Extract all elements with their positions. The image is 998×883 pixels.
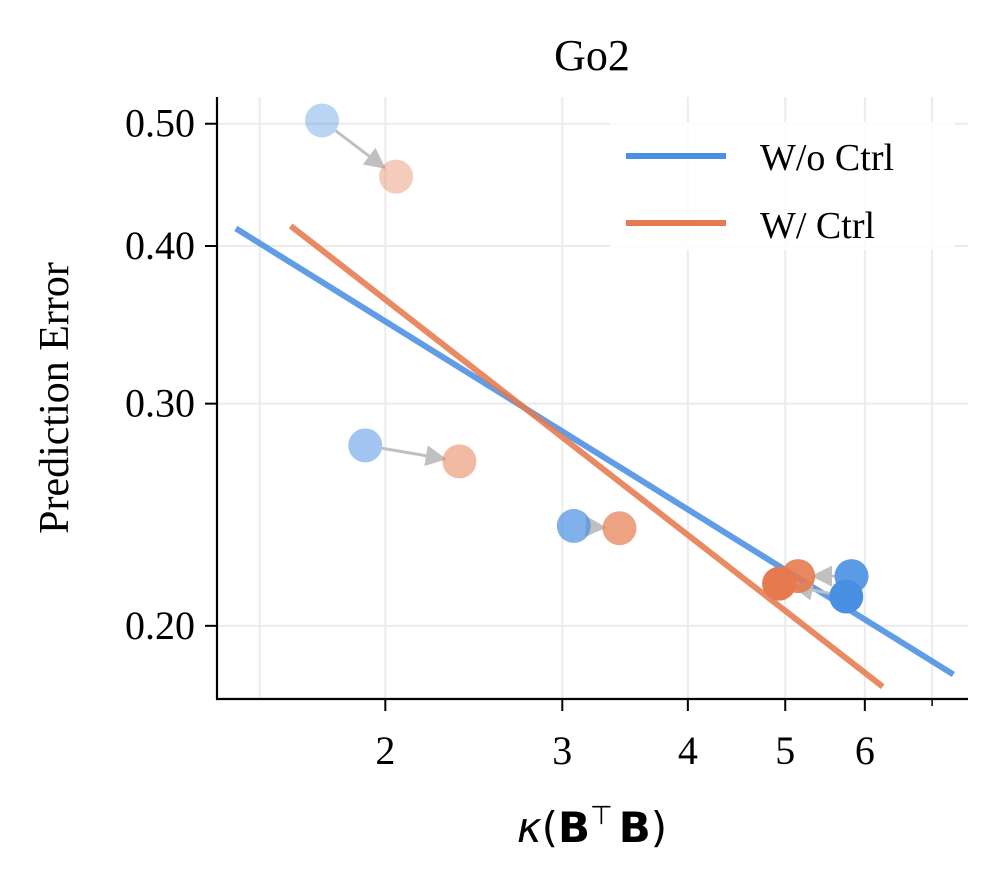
chart-title: Go2 bbox=[554, 31, 630, 80]
fit-line-w-ctrl bbox=[288, 223, 885, 689]
x-tick-label: 4 bbox=[678, 728, 698, 773]
x-label-transpose: ⊤ bbox=[590, 801, 613, 831]
axes bbox=[215, 97, 968, 701]
arrow bbox=[585, 516, 607, 538]
ticks: 2 3 4 5 6 0.20 0.30 0.40 0.50 bbox=[125, 101, 933, 773]
x-tick-label: 3 bbox=[552, 728, 572, 773]
arrow bbox=[381, 445, 447, 467]
y-axis-label: Prediction Error bbox=[32, 262, 78, 534]
point-wo-ctrl bbox=[829, 579, 864, 614]
x-tick-label: 5 bbox=[775, 728, 795, 773]
data-points bbox=[305, 103, 869, 614]
x-axis-label: κ(B⊤ B) bbox=[517, 801, 667, 852]
legend-frame bbox=[610, 122, 955, 250]
point-wo-ctrl bbox=[348, 428, 383, 463]
y-tick-label: 0.20 bbox=[125, 603, 195, 648]
point-w-ctrl bbox=[379, 159, 414, 194]
y-tick-label: 0.50 bbox=[125, 101, 195, 146]
x-label-open-paren: ( bbox=[542, 803, 558, 852]
x-label-b1: B bbox=[558, 803, 590, 852]
y-tick-label: 0.40 bbox=[125, 223, 195, 268]
legend-label-w-ctrl: W/ Ctrl bbox=[760, 205, 875, 247]
point-w-ctrl bbox=[602, 511, 637, 546]
legend-label-wo-ctrl: W/o Ctrl bbox=[760, 137, 894, 179]
x-label-close-paren: ) bbox=[651, 803, 667, 852]
point-wo-ctrl bbox=[305, 103, 340, 138]
fit-lines bbox=[234, 223, 955, 689]
legend: W/o Ctrl W/ Ctrl bbox=[610, 122, 955, 250]
point-wo-ctrl bbox=[556, 508, 591, 543]
y-tick-label: 0.30 bbox=[125, 381, 195, 426]
point-w-ctrl bbox=[442, 444, 477, 479]
arrows bbox=[334, 129, 835, 601]
arrow bbox=[334, 129, 386, 169]
x-label-b2: B bbox=[619, 803, 651, 852]
x-tick-label: 6 bbox=[855, 728, 875, 773]
point-w-ctrl bbox=[762, 566, 797, 601]
x-label-kappa: κ bbox=[517, 803, 542, 852]
x-tick-label: 2 bbox=[375, 728, 395, 773]
